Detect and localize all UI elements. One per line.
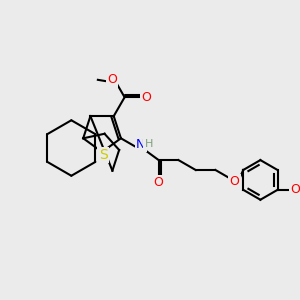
Text: O: O: [142, 91, 152, 104]
Text: N: N: [136, 138, 146, 151]
Text: O: O: [107, 73, 117, 86]
Text: O: O: [154, 176, 164, 189]
Text: O: O: [290, 183, 300, 196]
Text: H: H: [145, 139, 153, 149]
Text: S: S: [99, 148, 107, 162]
Text: O: O: [230, 176, 240, 188]
